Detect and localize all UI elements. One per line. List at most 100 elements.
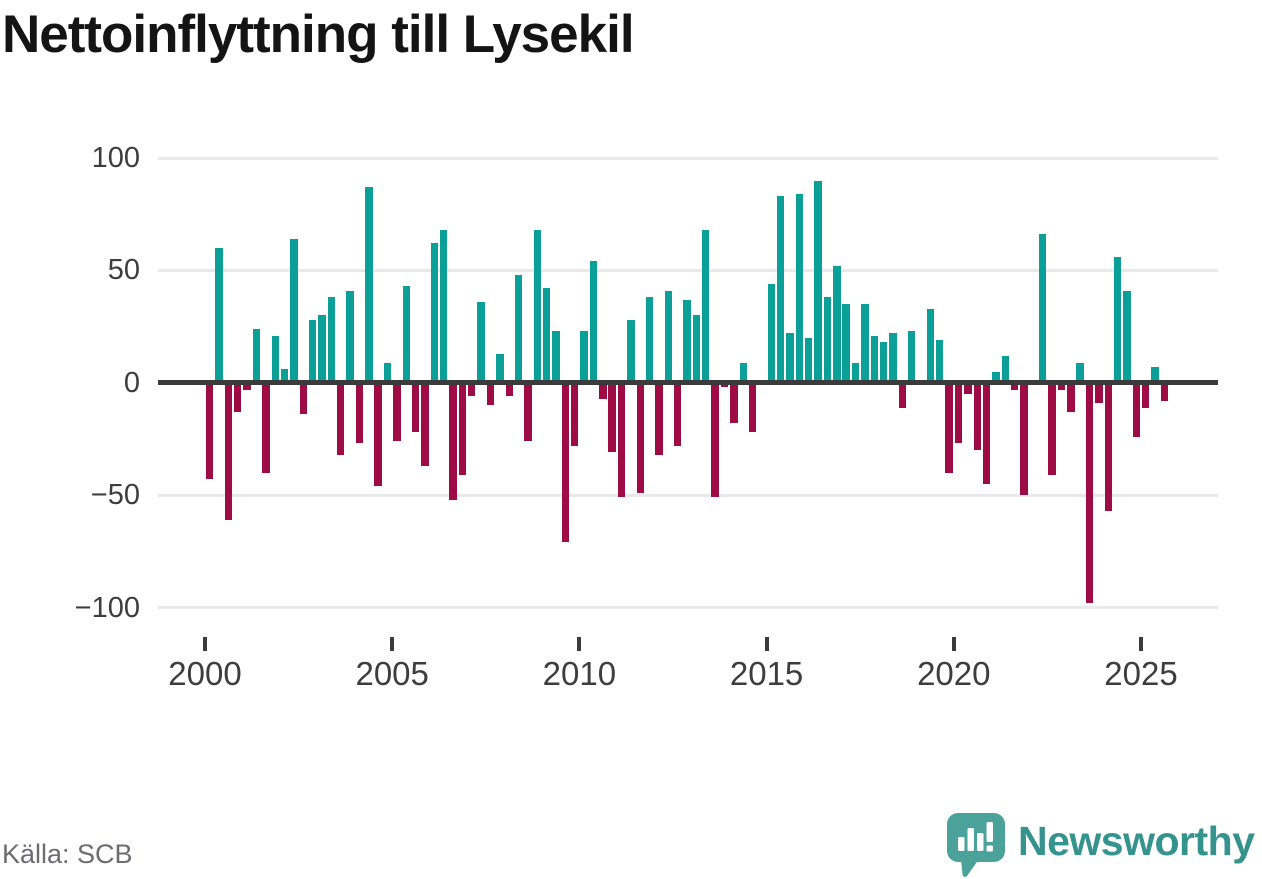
bar-2020-q4 xyxy=(982,382,991,484)
bar-2020-q2 xyxy=(964,382,972,395)
x-axis-tick-2005 xyxy=(390,637,395,651)
bar-2002-q2 xyxy=(290,238,298,383)
bar-2005-q1 xyxy=(393,382,401,442)
bar-2014-q1 xyxy=(730,382,738,424)
bar-2024-q4 xyxy=(1132,382,1141,437)
bar-2003-q1 xyxy=(318,315,326,383)
bar-2021-q2 xyxy=(1001,355,1009,383)
bar-2022-q3 xyxy=(1048,382,1056,475)
bar-2002-q4 xyxy=(308,319,317,383)
bar-2016-q1 xyxy=(805,337,813,383)
x-axis-tick-label: 2010 xyxy=(542,655,617,692)
x-axis-tick-2010 xyxy=(577,637,582,651)
bar-2024-q2 xyxy=(1113,256,1122,383)
bar-2017-q2 xyxy=(851,362,860,383)
bar-2025-q1 xyxy=(1142,382,1150,408)
bar-2012-q1 xyxy=(655,382,663,455)
y-axis-tick-label: 0 xyxy=(123,366,140,399)
bar-2023-q4 xyxy=(1095,382,1103,404)
gridline--50 xyxy=(158,493,1218,497)
bar-2023-q3 xyxy=(1085,382,1094,604)
chart-title: Nettoinflyttning till Lysekil xyxy=(2,5,635,64)
x-axis-tick-label: 2020 xyxy=(917,655,991,692)
x-axis-tick-label: 2000 xyxy=(168,655,242,692)
bar-2022-q2 xyxy=(1039,234,1047,383)
bar-2007-q3 xyxy=(486,382,495,406)
bar-2022-q4 xyxy=(1057,382,1066,390)
x-axis-tick-2000 xyxy=(203,637,207,651)
newsworthy-wordmark: Newsworthy xyxy=(1018,818,1255,864)
bar-2003-q4 xyxy=(346,290,354,383)
bar-2001-q3 xyxy=(262,382,270,473)
x-axis-tick-2025 xyxy=(1139,637,1143,651)
bar-2003-q2 xyxy=(327,297,336,383)
bar-2002-q1 xyxy=(280,369,289,383)
newsworthy-logo: Newsworthy xyxy=(946,812,1255,878)
bar-2000-q4 xyxy=(234,382,242,412)
bar-2015-q4 xyxy=(795,194,804,383)
bar-2021-q3 xyxy=(1010,382,1019,390)
bar-2018-q3 xyxy=(898,382,907,408)
bar-2011-q1 xyxy=(617,382,626,498)
bar-2011-q2 xyxy=(627,319,635,383)
bar-2016-q2 xyxy=(814,180,822,383)
bar-2010-q3 xyxy=(599,382,607,399)
bar-2024-q3 xyxy=(1123,290,1131,383)
bar-2019-q3 xyxy=(936,340,944,383)
bar-2018-q4 xyxy=(908,331,916,383)
bar-2010-q1 xyxy=(580,331,588,383)
bar-2016-q4 xyxy=(833,265,841,383)
bar-2010-q4 xyxy=(608,382,616,453)
bar-2008-q3 xyxy=(524,382,532,442)
bar-2007-q1 xyxy=(468,382,476,397)
bar-2000-q3 xyxy=(224,382,233,520)
bar-2015-q1 xyxy=(767,283,775,383)
bar-2002-q3 xyxy=(299,382,307,415)
bar-2025-q3 xyxy=(1160,382,1169,401)
x-axis-tick-2020 xyxy=(951,637,956,651)
bar-2017-q4 xyxy=(870,335,878,383)
bar-2007-q4 xyxy=(496,353,504,383)
x-axis-tick-2015 xyxy=(764,637,769,651)
x-axis-tick-label: 2025 xyxy=(1104,655,1178,692)
bar-2011-q3 xyxy=(636,382,644,493)
bar-2019-q2 xyxy=(926,308,935,383)
y-axis-tick-label: −50 xyxy=(90,479,140,512)
bar-2018-q2 xyxy=(889,333,897,383)
bar-2005-q2 xyxy=(402,286,410,383)
bar-2004-q1 xyxy=(355,382,364,444)
bar-2006-q2 xyxy=(440,229,448,383)
x-axis-tick-label: 2015 xyxy=(729,655,804,692)
bar-2021-q1 xyxy=(992,371,1000,383)
bar-2017-q1 xyxy=(842,304,850,383)
bar-2020-q1 xyxy=(954,382,963,444)
bar-2014-q2 xyxy=(739,362,747,383)
bar-2011-q4 xyxy=(645,297,654,383)
bar-2015-q2 xyxy=(776,196,785,383)
gridline--100 xyxy=(158,606,1218,610)
x-axis-tick-label: 2005 xyxy=(355,655,429,692)
bar-2012-q2 xyxy=(664,290,673,383)
bar-2010-q2 xyxy=(589,261,598,383)
bar-2005-q3 xyxy=(411,382,420,433)
bar-2008-q2 xyxy=(514,274,523,383)
bar-2001-q4 xyxy=(271,335,279,383)
bar-2013-q3 xyxy=(711,382,719,498)
source-caption: Källa: SCB xyxy=(2,839,133,869)
bar-2001-q1 xyxy=(243,382,251,390)
bar-2024-q1 xyxy=(1104,382,1112,511)
bar-2006-q4 xyxy=(458,382,467,475)
bar-2004-q3 xyxy=(374,382,382,487)
y-axis-tick-label: 100 xyxy=(91,142,140,175)
gridline-100 xyxy=(158,156,1218,160)
bar-2019-q4 xyxy=(945,382,953,473)
bar-2004-q2 xyxy=(365,187,373,383)
bar-2000-q2 xyxy=(215,247,223,383)
bar-2000-q1 xyxy=(206,382,214,480)
bar-2020-q3 xyxy=(973,382,981,451)
bar-2001-q2 xyxy=(252,328,261,383)
gridline-50 xyxy=(158,268,1218,272)
bar-2023-q2 xyxy=(1076,362,1084,383)
